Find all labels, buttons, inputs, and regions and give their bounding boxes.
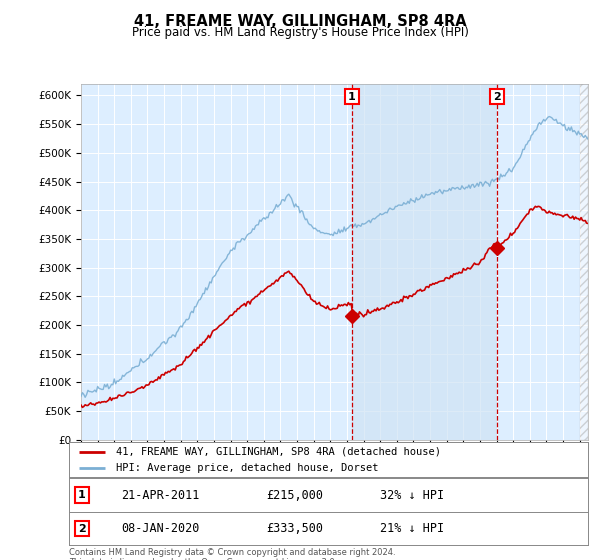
Bar <box>580 84 588 440</box>
Text: 32% ↓ HPI: 32% ↓ HPI <box>380 488 445 502</box>
Text: 21-APR-2011: 21-APR-2011 <box>121 488 199 502</box>
Text: 2: 2 <box>493 92 501 101</box>
Text: 2: 2 <box>78 524 86 534</box>
Text: £215,000: £215,000 <box>266 488 323 502</box>
Text: £333,500: £333,500 <box>266 522 323 535</box>
Text: Contains HM Land Registry data © Crown copyright and database right 2024.
This d: Contains HM Land Registry data © Crown c… <box>69 548 395 560</box>
Text: 41, FREAME WAY, GILLINGHAM, SP8 4RA: 41, FREAME WAY, GILLINGHAM, SP8 4RA <box>134 14 466 29</box>
Text: HPI: Average price, detached house, Dorset: HPI: Average price, detached house, Dors… <box>116 463 378 473</box>
Text: 21% ↓ HPI: 21% ↓ HPI <box>380 522 445 535</box>
Text: 1: 1 <box>348 92 356 101</box>
Text: 1: 1 <box>78 490 86 500</box>
Text: Price paid vs. HM Land Registry's House Price Index (HPI): Price paid vs. HM Land Registry's House … <box>131 26 469 39</box>
Bar <box>352 84 497 440</box>
Text: 08-JAN-2020: 08-JAN-2020 <box>121 522 199 535</box>
Text: 41, FREAME WAY, GILLINGHAM, SP8 4RA (detached house): 41, FREAME WAY, GILLINGHAM, SP8 4RA (det… <box>116 447 441 457</box>
